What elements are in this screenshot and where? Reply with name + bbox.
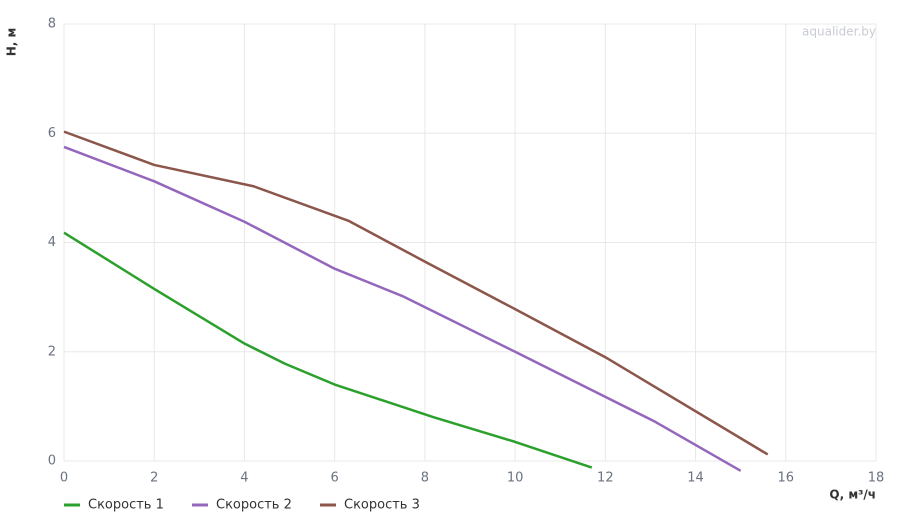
legend-label: Скорость 2 (216, 498, 292, 513)
x-tick-label: 0 (60, 471, 68, 486)
line (63, 130, 769, 456)
x-axis-label: Q, м³/ч (829, 488, 876, 502)
x-tick-label: 18 (868, 471, 885, 486)
x-tick-label: 2 (150, 471, 158, 486)
x-tick-label: 6 (331, 471, 339, 486)
x-tick-label: 8 (421, 471, 429, 486)
watermark: aqualider.by (802, 25, 876, 39)
x-tick-label: 14 (687, 471, 704, 486)
line (63, 231, 593, 469)
x-tick-label: 16 (778, 471, 795, 486)
y-tick-label: 2 (48, 344, 56, 359)
x-tick-label: 10 (507, 471, 524, 486)
line (63, 145, 742, 472)
y-tick-label: 0 (48, 454, 56, 469)
y-tick-label: 4 (48, 235, 56, 250)
legend-label: Скорость 1 (88, 498, 164, 513)
y-tick-label: 8 (48, 17, 56, 32)
y-axis-label: H, м (5, 28, 19, 57)
x-tick-label: 12 (597, 471, 614, 486)
y-tick-label: 6 (48, 126, 56, 141)
legend-label: Скорость 3 (344, 498, 420, 513)
x-tick-label: 4 (240, 471, 248, 486)
